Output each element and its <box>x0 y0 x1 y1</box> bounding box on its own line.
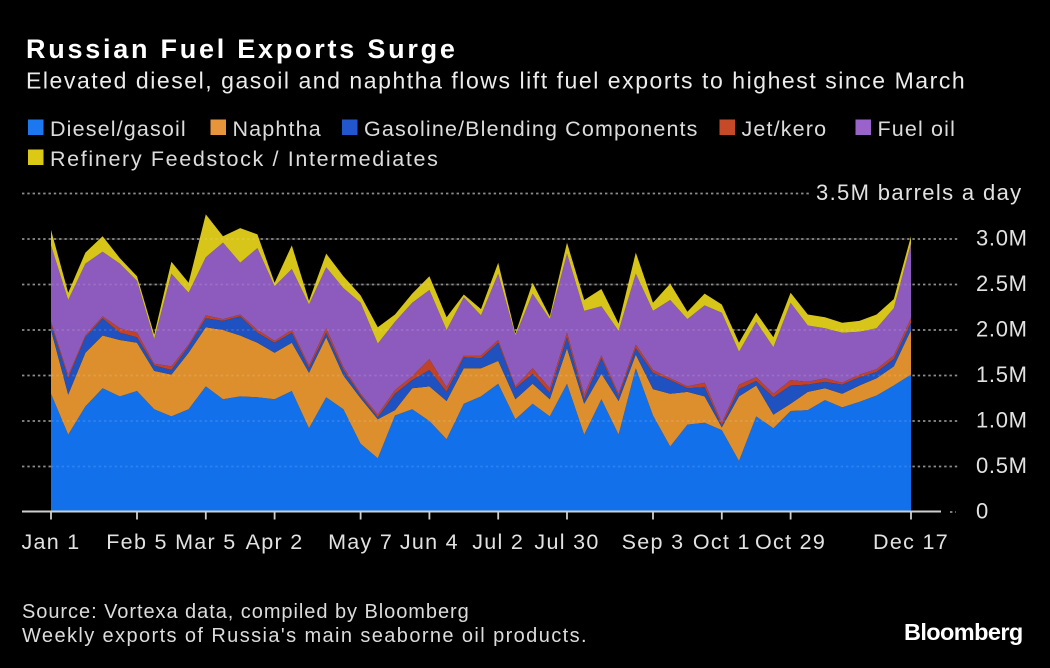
svg-text:Bloomberg: Bloomberg <box>904 619 1023 645</box>
svg-text:Oct 29: Oct 29 <box>755 530 826 554</box>
svg-text:Weekly exports of Russia's mai: Weekly exports of Russia's main seaborne… <box>22 625 588 647</box>
svg-text:Elevated diesel, gasoil and na: Elevated diesel, gasoil and naphtha flow… <box>26 68 966 94</box>
svg-text:Oct 1: Oct 1 <box>693 530 751 554</box>
svg-text:1.5M: 1.5M <box>976 362 1028 387</box>
svg-text:Refinery Feedstock / Intermedi: Refinery Feedstock / Intermediates <box>50 147 440 171</box>
svg-text:Apr 2: Apr 2 <box>246 530 304 554</box>
svg-text:Russian Fuel Exports Surge: Russian Fuel Exports Surge <box>26 34 458 64</box>
svg-text:Diesel/gasoil: Diesel/gasoil <box>50 117 187 141</box>
svg-text:Jan 1: Jan 1 <box>21 530 80 554</box>
svg-text:Gasoline/Blending Components: Gasoline/Blending Components <box>364 117 699 141</box>
svg-text:Jul 2: Jul 2 <box>472 530 524 554</box>
svg-text:3.5M barrels a day: 3.5M barrels a day <box>816 180 1023 205</box>
svg-text:Jun 4: Jun 4 <box>400 530 459 554</box>
svg-text:3.0M: 3.0M <box>976 226 1028 251</box>
svg-text:0: 0 <box>976 499 989 524</box>
svg-text:Naphtha: Naphtha <box>233 117 322 141</box>
svg-text:Jet/kero: Jet/kero <box>742 117 828 141</box>
svg-text:2.0M: 2.0M <box>976 317 1028 342</box>
svg-text:0.5M: 0.5M <box>976 453 1028 478</box>
svg-text:Sep 3: Sep 3 <box>622 530 685 554</box>
svg-text:Jul 30: Jul 30 <box>534 530 599 554</box>
svg-text:Fuel oil: Fuel oil <box>878 117 957 141</box>
svg-text:1.0M: 1.0M <box>976 408 1028 433</box>
svg-text:May 7: May 7 <box>328 530 393 554</box>
svg-text:Mar 5: Mar 5 <box>175 530 236 554</box>
svg-text:Feb 5: Feb 5 <box>106 530 167 554</box>
svg-text:Dec 17: Dec 17 <box>873 530 949 554</box>
svg-text:2.5M: 2.5M <box>976 271 1028 296</box>
svg-text:Source: Vortexa data, compiled: Source: Vortexa data, compiled by Bloomb… <box>22 601 470 623</box>
